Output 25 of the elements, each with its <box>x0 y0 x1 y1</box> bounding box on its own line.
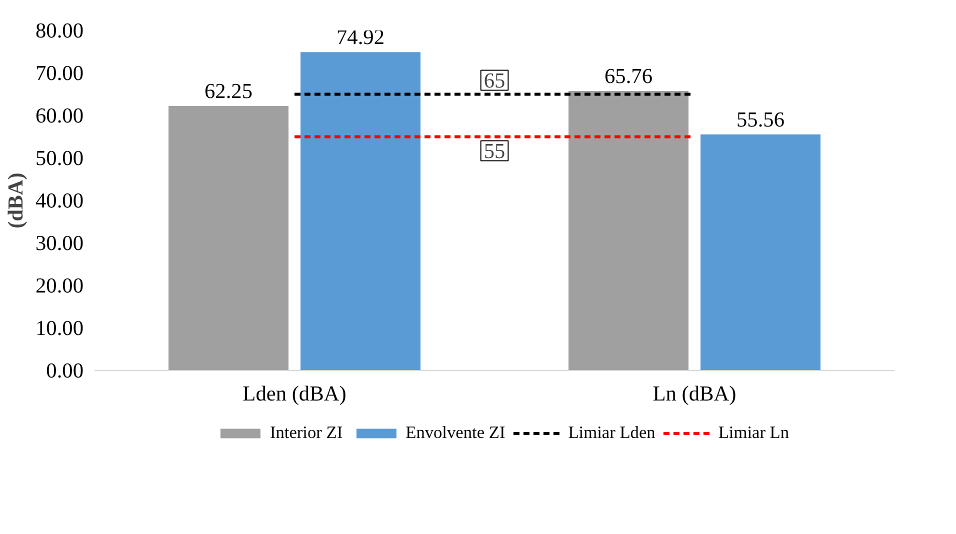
legend-label: Limiar Ln <box>718 423 790 443</box>
data-label: 55.56 <box>736 107 785 132</box>
y-tick-label: 50.00 <box>36 146 84 170</box>
data-label: 65.76 <box>604 64 653 88</box>
bar <box>168 106 288 370</box>
legend-label: Interior ZI <box>270 423 343 443</box>
bar <box>700 134 820 370</box>
y-tick-label: 0.00 <box>46 358 84 382</box>
legend-label: Envolvente ZI <box>406 423 506 443</box>
y-tick-label: 20.00 <box>36 274 84 298</box>
y-tick-label: 70.00 <box>36 61 84 85</box>
y-tick-label: 10.00 <box>36 316 84 340</box>
bar <box>568 91 688 370</box>
y-tick-label: 60.00 <box>36 104 84 128</box>
legend-label: Limiar Lden <box>568 423 656 443</box>
data-label: 62.25 <box>204 78 253 103</box>
y-axis-title: (dBA) <box>4 172 28 228</box>
annotation: 55 <box>484 138 506 163</box>
x-tick-label: Ln (dBA) <box>652 382 736 406</box>
y-tick-label: 40.00 <box>36 188 84 212</box>
y-tick-label: 30.00 <box>36 231 84 255</box>
annotation: 65 <box>484 68 506 92</box>
x-tick-label: Lden (dBA) <box>242 382 346 406</box>
bar <box>300 52 420 370</box>
y-tick-label: 80.00 <box>36 18 84 42</box>
